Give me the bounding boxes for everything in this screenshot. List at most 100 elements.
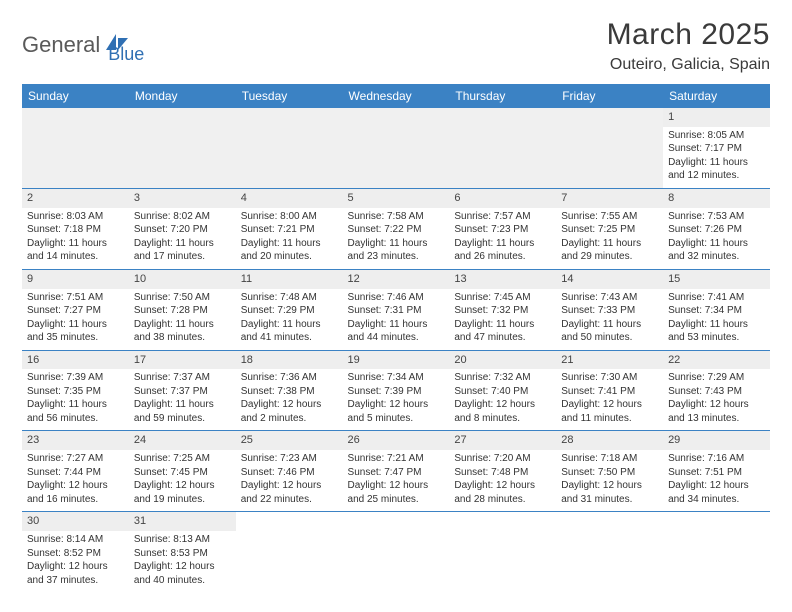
day-number: 6	[449, 189, 556, 208]
detail-line: Sunrise: 7:36 AM	[241, 371, 338, 385]
detail-line: Sunset: 7:44 PM	[27, 466, 124, 480]
month-title: March 2025	[607, 18, 770, 52]
detail-line: Sunset: 7:26 PM	[668, 223, 765, 237]
day-header: Tuesday	[236, 84, 343, 108]
day-number: 19	[343, 351, 450, 370]
day-number: 7	[556, 189, 663, 208]
detail-line: Sunrise: 7:43 AM	[561, 291, 658, 305]
day-details: Sunrise: 7:39 AMSunset: 7:35 PMDaylight:…	[27, 371, 124, 425]
calendar-cell: 6Sunrise: 7:57 AMSunset: 7:23 PMDaylight…	[449, 188, 556, 269]
detail-line: Sunset: 7:48 PM	[454, 466, 551, 480]
day-details: Sunrise: 7:55 AMSunset: 7:25 PMDaylight:…	[561, 210, 658, 264]
detail-line: Sunrise: 8:03 AM	[27, 210, 124, 224]
calendar-cell: 30Sunrise: 8:14 AMSunset: 8:52 PMDayligh…	[22, 512, 129, 592]
title-block: March 2025 Outeiro, Galicia, Spain	[607, 18, 770, 74]
detail-line: Daylight: 12 hours	[27, 560, 124, 574]
day-number: 26	[343, 431, 450, 450]
detail-line: Daylight: 11 hours	[134, 318, 231, 332]
detail-line: Daylight: 11 hours	[27, 237, 124, 251]
calendar-week-row: 1Sunrise: 8:05 AMSunset: 7:17 PMDaylight…	[22, 108, 770, 188]
detail-line: Sunrise: 7:34 AM	[348, 371, 445, 385]
day-details: Sunrise: 7:41 AMSunset: 7:34 PMDaylight:…	[668, 291, 765, 345]
detail-line: Sunrise: 7:27 AM	[27, 452, 124, 466]
day-number: 27	[449, 431, 556, 450]
detail-line: and 11 minutes.	[561, 412, 658, 426]
detail-line: Sunset: 7:37 PM	[134, 385, 231, 399]
detail-line: Daylight: 12 hours	[668, 479, 765, 493]
detail-line: Daylight: 12 hours	[241, 398, 338, 412]
calendar-cell: 3Sunrise: 8:02 AMSunset: 7:20 PMDaylight…	[129, 188, 236, 269]
detail-line: and 59 minutes.	[134, 412, 231, 426]
detail-line: Sunrise: 7:30 AM	[561, 371, 658, 385]
detail-line: Sunrise: 8:14 AM	[27, 533, 124, 547]
day-header: Monday	[129, 84, 236, 108]
detail-line: Daylight: 12 hours	[241, 479, 338, 493]
day-details: Sunrise: 7:34 AMSunset: 7:39 PMDaylight:…	[348, 371, 445, 425]
detail-line: Daylight: 12 hours	[134, 560, 231, 574]
calendar-cell: 11Sunrise: 7:48 AMSunset: 7:29 PMDayligh…	[236, 269, 343, 350]
detail-line: Sunset: 8:52 PM	[27, 547, 124, 561]
day-header: Sunday	[22, 84, 129, 108]
header: General Blue March 2025 Outeiro, Galicia…	[22, 18, 770, 74]
detail-line: Sunrise: 7:39 AM	[27, 371, 124, 385]
detail-line: Sunset: 7:46 PM	[241, 466, 338, 480]
calendar-week-row: 2Sunrise: 8:03 AMSunset: 7:18 PMDaylight…	[22, 188, 770, 269]
detail-line: Sunrise: 8:02 AM	[134, 210, 231, 224]
calendar-cell: 21Sunrise: 7:30 AMSunset: 7:41 PMDayligh…	[556, 350, 663, 431]
day-details: Sunrise: 7:46 AMSunset: 7:31 PMDaylight:…	[348, 291, 445, 345]
detail-line: and 34 minutes.	[668, 493, 765, 507]
day-details: Sunrise: 7:50 AMSunset: 7:28 PMDaylight:…	[134, 291, 231, 345]
day-number: 9	[22, 270, 129, 289]
detail-line: and 31 minutes.	[561, 493, 658, 507]
detail-line: Sunrise: 8:00 AM	[241, 210, 338, 224]
calendar-cell	[236, 108, 343, 188]
location: Outeiro, Galicia, Spain	[607, 56, 770, 74]
detail-line: and 41 minutes.	[241, 331, 338, 345]
calendar-cell: 7 Sunrise: 7:55 AMSunset: 7:25 PMDaylight…	[556, 188, 663, 269]
detail-line: Sunrise: 7:41 AM	[668, 291, 765, 305]
detail-line: Sunset: 7:32 PM	[454, 304, 551, 318]
day-number: 23	[22, 431, 129, 450]
calendar-cell: 25Sunrise: 7:23 AMSunset: 7:46 PMDayligh…	[236, 431, 343, 512]
detail-line: Sunset: 7:40 PM	[454, 385, 551, 399]
detail-line: Sunset: 7:27 PM	[27, 304, 124, 318]
detail-line: and 22 minutes.	[241, 493, 338, 507]
detail-line: Daylight: 11 hours	[561, 237, 658, 251]
detail-line: Daylight: 11 hours	[241, 237, 338, 251]
day-number: 16	[22, 351, 129, 370]
day-header: Wednesday	[343, 84, 450, 108]
day-number: 17	[129, 351, 236, 370]
day-number: 31	[129, 512, 236, 531]
detail-line: Sunset: 7:34 PM	[668, 304, 765, 318]
logo-text-general: General	[22, 32, 100, 58]
day-header: Thursday	[449, 84, 556, 108]
detail-line: Sunrise: 7:53 AM	[668, 210, 765, 224]
detail-line: Sunrise: 7:37 AM	[134, 371, 231, 385]
detail-line: Sunset: 8:53 PM	[134, 547, 231, 561]
calendar-cell: 20Sunrise: 7:32 AMSunset: 7:40 PMDayligh…	[449, 350, 556, 431]
detail-line: Daylight: 12 hours	[668, 398, 765, 412]
day-details: Sunrise: 8:00 AMSunset: 7:21 PMDaylight:…	[241, 210, 338, 264]
day-details: Sunrise: 8:02 AMSunset: 7:20 PMDaylight:…	[134, 210, 231, 264]
calendar-cell: 31 Sunrise: 8:13 AMSunset: 8:53 PMDayligh…	[129, 512, 236, 592]
calendar-cell: 13Sunrise: 7:45 AMSunset: 7:32 PMDayligh…	[449, 269, 556, 350]
detail-line: Sunset: 7:35 PM	[27, 385, 124, 399]
detail-line: Daylight: 11 hours	[668, 318, 765, 332]
day-details: Sunrise: 7:29 AMSunset: 7:43 PMDaylight:…	[668, 371, 765, 425]
detail-line: and 40 minutes.	[134, 574, 231, 588]
day-details: Sunrise: 8:13 AMSunset: 8:53 PMDaylight:…	[134, 533, 231, 587]
detail-line: and 25 minutes.	[348, 493, 445, 507]
detail-line: Sunrise: 7:57 AM	[454, 210, 551, 224]
day-number: 5	[343, 189, 450, 208]
calendar-cell: 17Sunrise: 7:37 AMSunset: 7:37 PMDayligh…	[129, 350, 236, 431]
detail-line: and 23 minutes.	[348, 250, 445, 264]
calendar-cell: 2Sunrise: 8:03 AMSunset: 7:18 PMDaylight…	[22, 188, 129, 269]
day-details: Sunrise: 7:45 AMSunset: 7:32 PMDaylight:…	[454, 291, 551, 345]
logo: General Blue	[22, 24, 144, 65]
day-details: Sunrise: 7:43 AMSunset: 7:33 PMDaylight:…	[561, 291, 658, 345]
calendar-cell	[129, 108, 236, 188]
detail-line: and 38 minutes.	[134, 331, 231, 345]
day-header-row: Sunday Monday Tuesday Wednesday Thursday…	[22, 84, 770, 108]
detail-line: Daylight: 11 hours	[348, 237, 445, 251]
detail-line: and 17 minutes.	[134, 250, 231, 264]
